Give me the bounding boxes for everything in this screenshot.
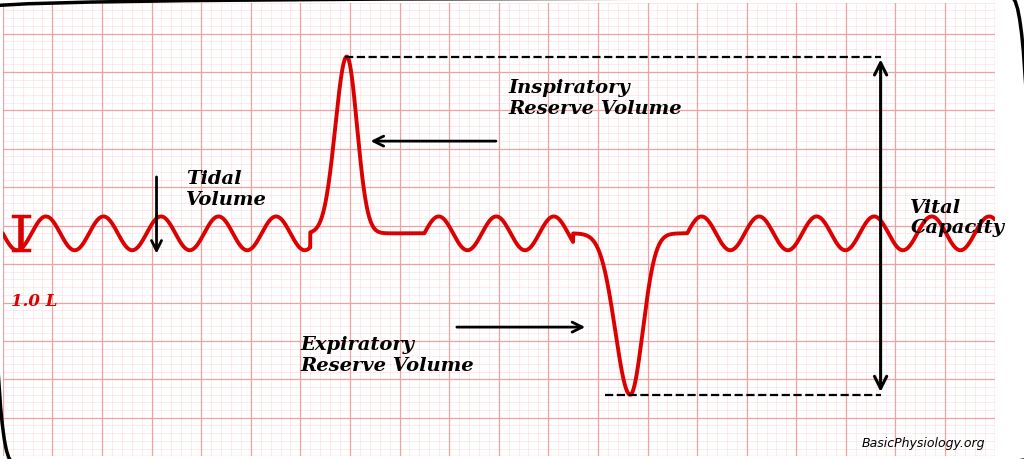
Text: Inspiratory
Reserve Volume: Inspiratory Reserve Volume	[509, 79, 682, 118]
Text: Expiratory
Reserve Volume: Expiratory Reserve Volume	[300, 336, 474, 375]
Text: Tidal
Volume: Tidal Volume	[186, 170, 267, 209]
Text: BasicPhysiology.org: BasicPhysiology.org	[861, 437, 985, 450]
Text: 1.0 L: 1.0 L	[10, 292, 57, 309]
Text: Vital
Capacity: Vital Capacity	[910, 199, 1005, 237]
